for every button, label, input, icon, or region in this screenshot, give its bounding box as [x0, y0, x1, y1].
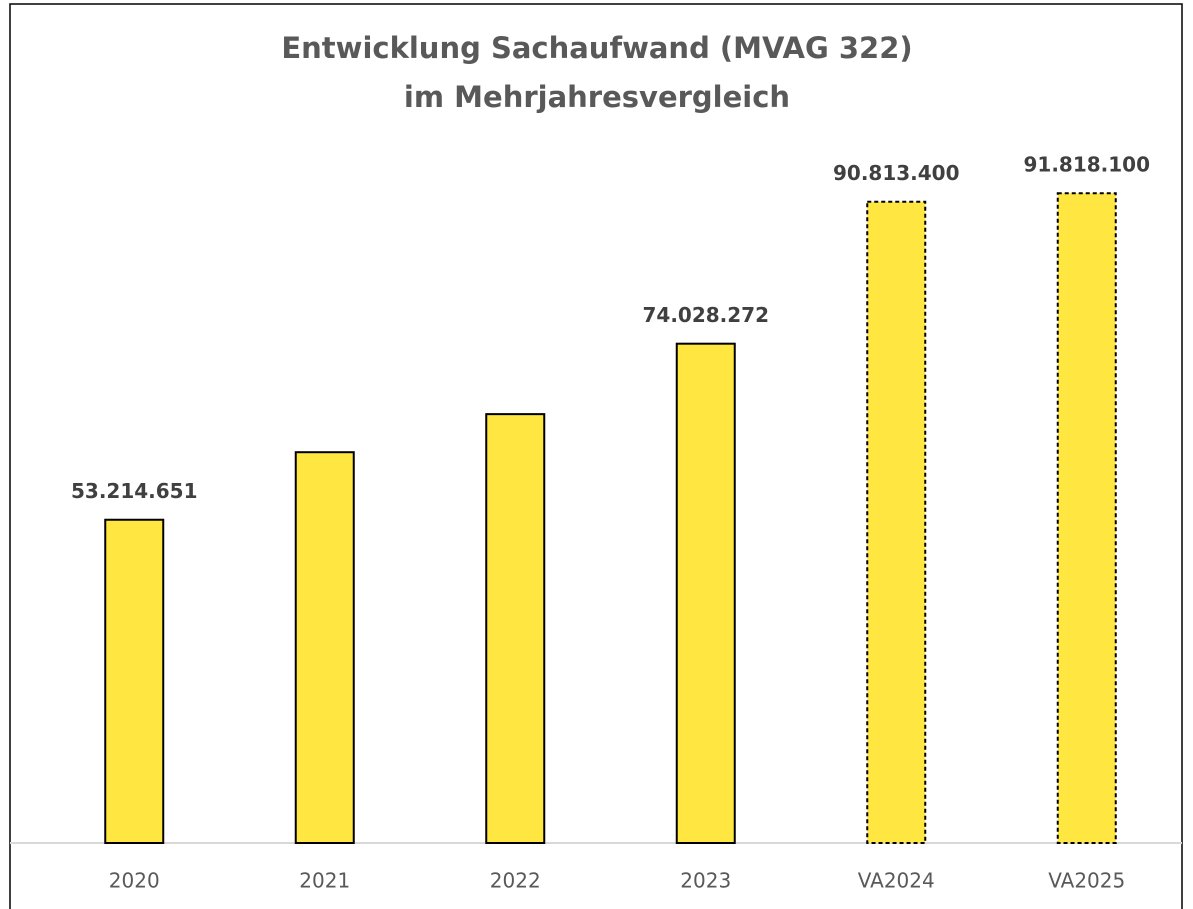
x-tick-label: 2020 [109, 869, 160, 893]
data-label: 91.818.100 [1023, 153, 1150, 177]
bar [866, 200, 927, 844]
bar [294, 451, 355, 844]
x-tick-label: 2023 [680, 869, 731, 893]
x-tick-label: 2021 [299, 869, 350, 893]
x-tick-label: 2022 [490, 869, 541, 893]
x-tick-label: VA2025 [1048, 869, 1125, 893]
chart-title: im Mehrjahresvergleich [404, 80, 790, 114]
bar [675, 342, 736, 844]
data-label: 90.813.400 [833, 161, 960, 185]
x-tick-label: VA2024 [858, 869, 935, 893]
chart-title: Entwicklung Sachaufwand (MVAG 322) [281, 31, 912, 65]
data-label: 53.214.651 [71, 479, 198, 503]
bar [104, 518, 165, 844]
bar [485, 413, 546, 844]
bar [1056, 192, 1117, 845]
chart-frame [9, 3, 1183, 909]
data-label: 74.028.272 [642, 303, 769, 327]
